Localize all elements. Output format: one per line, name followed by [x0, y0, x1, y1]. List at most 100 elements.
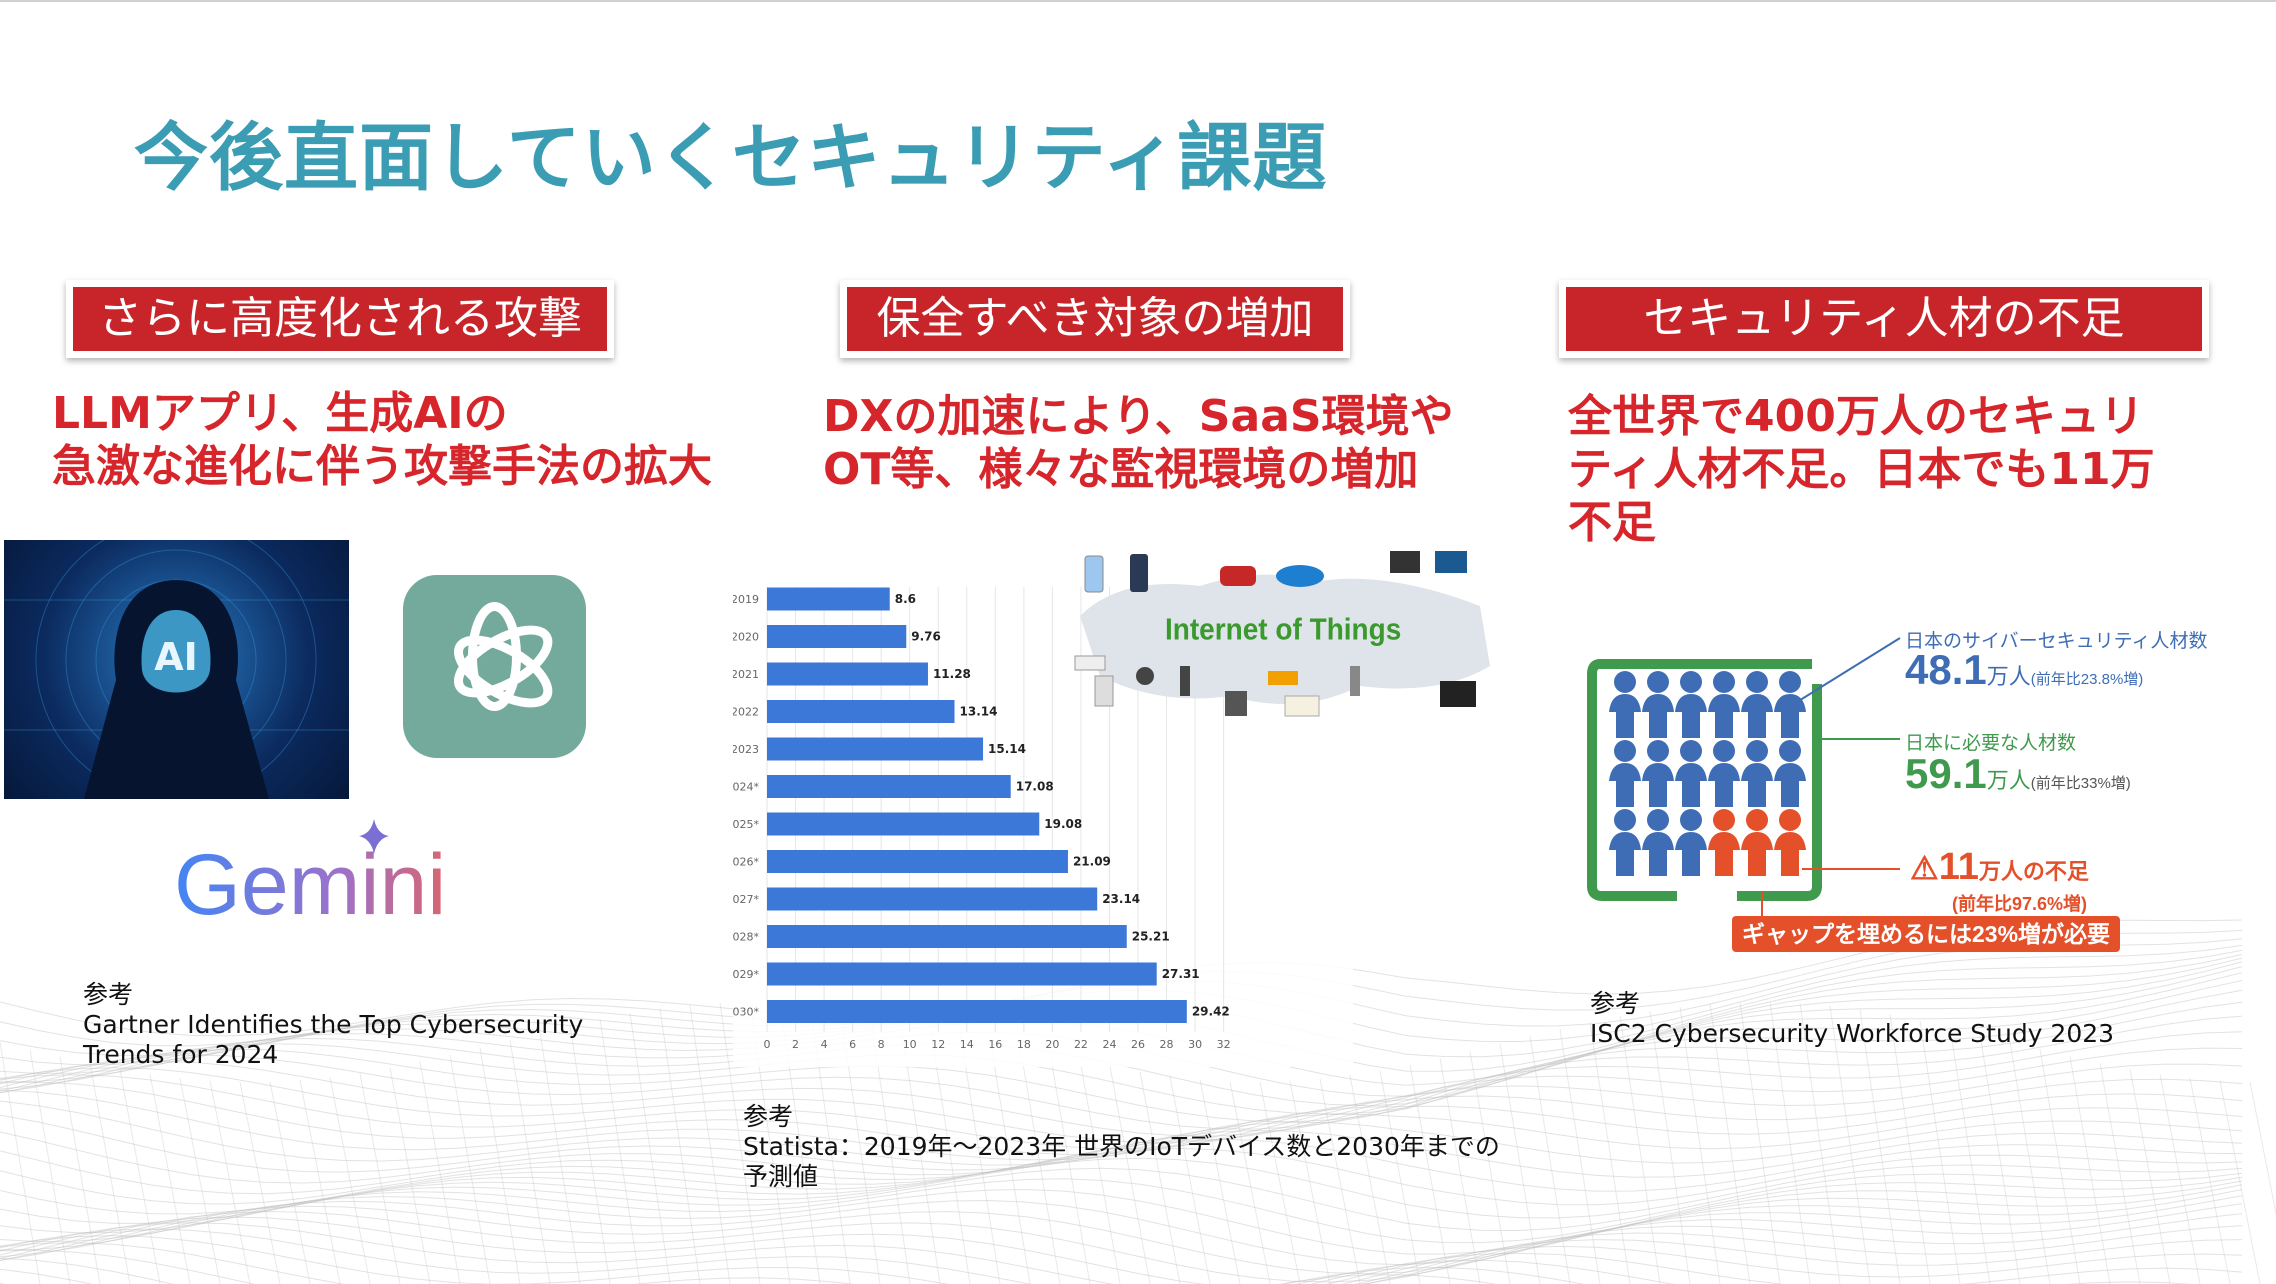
tag-label: 保全すべき対象の増加: [847, 287, 1343, 351]
x-tick-label: 26: [1131, 1038, 1145, 1051]
tag-label: セキュリティ人材の不足: [1566, 287, 2202, 351]
y-tick-label: 2026*: [733, 856, 759, 869]
person-icon: [1774, 671, 1806, 738]
y-tick-label: 2029*: [733, 968, 759, 981]
ai-hacker-image: AI: [4, 540, 349, 799]
ref-label: 参考: [83, 980, 134, 1009]
data-label: 17.08: [1016, 780, 1054, 794]
person-icon: [1675, 809, 1707, 876]
x-tick-label: 22: [1074, 1038, 1088, 1051]
x-tick-label: 4: [821, 1038, 828, 1051]
person-shortage-icon: [1708, 809, 1740, 876]
bar: [767, 625, 907, 648]
tag-protected-targets: 保全すべき対象の増加: [840, 280, 1350, 358]
x-tick-label: 10: [903, 1038, 917, 1051]
heading-line: DXの加速により、SaaS環境や: [823, 391, 1454, 442]
person-shortage-icon: [1741, 809, 1773, 876]
bar: [767, 737, 984, 761]
y-tick-label: 2024*: [733, 781, 759, 794]
heading-line: 急激な進化に伴う攻撃手法の拡大: [52, 441, 712, 492]
person-icon: [1642, 671, 1674, 738]
iot-illustration: Internet of Things: [1060, 546, 1495, 720]
sparkle-icon: [359, 819, 389, 854]
gap-banner: ギャップを埋めるには23%増が必要: [1732, 916, 2121, 952]
tag-label: さらに高度化される攻撃: [73, 287, 607, 351]
person-icon: [1741, 740, 1773, 807]
data-label: 29.42: [1192, 1005, 1230, 1019]
openai-logo: [403, 575, 586, 758]
data-label: 21.09: [1073, 855, 1111, 869]
person-shortage-icon: [1774, 809, 1806, 876]
x-tick-label: 24: [1102, 1038, 1116, 1051]
y-tick-label: 2030*: [733, 1006, 759, 1019]
bar: [767, 662, 928, 686]
data-label: 27.31: [1162, 967, 1200, 981]
heading-line: 不足: [1568, 497, 1656, 548]
data-label: 19.08: [1044, 817, 1082, 831]
heading-line: OT等、様々な監視環境の増加: [823, 444, 1419, 495]
reference-targets: 参考 Statista：2019年～2023年 世界のIoTデバイス数と2030…: [743, 1102, 1500, 1192]
needed-label: 日本に必要な人材数: [1905, 733, 2077, 754]
ref-label: 参考: [1590, 989, 1641, 1018]
x-tick-label: 8: [878, 1038, 885, 1051]
x-tick-label: 0: [764, 1038, 771, 1051]
current-figure: 48.1万人(前年比23.8%増): [1905, 646, 2144, 693]
reference-shortage: 参考 ISC2 Cybersecurity Workforce Study 20…: [1590, 989, 2114, 1049]
openai-knot-icon: [453, 602, 553, 711]
ref-line: 予測値: [743, 1162, 819, 1191]
y-tick-label: 2027*: [733, 893, 759, 906]
data-label: 11.28: [933, 667, 971, 681]
car-icon: [1276, 565, 1324, 587]
person-icon: [1609, 809, 1641, 876]
bar: [767, 962, 1157, 986]
shortage-note: (前年比97.6%増): [1952, 894, 2088, 914]
bar: [767, 887, 1098, 911]
ref-line: Gartner Identifies the Top Cybersecurity: [83, 1010, 584, 1039]
y-tick-label: 2021: [733, 668, 759, 681]
data-label: 13.14: [960, 705, 998, 719]
data-label: 25.21: [1132, 930, 1170, 944]
heading-line: 全世界で400万人のセキュリ: [1568, 391, 2144, 442]
person-icon: [1708, 740, 1740, 807]
needed-frame: [1587, 659, 1822, 901]
y-tick-label: 2025*: [733, 818, 759, 831]
person-icon: [1609, 740, 1641, 807]
ref-label: 参考: [743, 1102, 794, 1131]
warning-icon: ⚠: [1910, 850, 1939, 886]
person-icon: [1642, 740, 1674, 807]
ref-line: Statista：2019年～2023年 世界のIoTデバイス数と2030年まで…: [743, 1132, 1500, 1161]
data-label: 23.14: [1102, 892, 1140, 906]
person-icon: [1741, 671, 1773, 738]
x-tick-label: 12: [931, 1038, 945, 1051]
x-tick-label: 2: [792, 1038, 799, 1051]
y-tick-label: 2022: [733, 706, 759, 719]
heading-shortage: 全世界で400万人のセキュリ ティ人材不足。日本でも11万 不足: [1568, 390, 2155, 549]
page-title: 今後直面していくセキュリティ課題: [134, 115, 1328, 201]
x-tick-label: 16: [988, 1038, 1002, 1051]
y-tick-label: 2028*: [733, 931, 759, 944]
x-tick-label: 32: [1217, 1038, 1231, 1051]
y-tick-label: 2023: [733, 743, 759, 756]
heading-attacks: LLMアプリ、生成AIの 急激な進化に伴う攻撃手法の拡大: [52, 387, 712, 493]
x-tick-label: 6: [849, 1038, 856, 1051]
person-icon: [1675, 740, 1707, 807]
current-label: 日本のサイバーセキュリティ人材数: [1905, 631, 2208, 652]
bar: [767, 925, 1127, 948]
heading-line: LLMアプリ、生成AIの: [52, 388, 508, 439]
ai-text: AI: [154, 635, 198, 679]
talent-infographic: 日本のサイバーセキュリティ人材数 48.1万人(前年比23.8%増) 日本に必要…: [1582, 624, 2222, 964]
shortage-figure: ⚠11万人の不足: [1910, 846, 2089, 888]
data-label: 8.6: [895, 592, 916, 606]
heading-line: ティ人材不足。日本でも11万: [1568, 444, 2155, 495]
bar: [767, 587, 890, 611]
person-icon: [1774, 740, 1806, 807]
heading-targets: DXの加速により、SaaS環境や OT等、様々な監視環境の増加: [823, 390, 1454, 496]
x-tick-label: 28: [1160, 1038, 1174, 1051]
iot-label: Internet of Things: [1165, 612, 1401, 647]
needed-figure: 59.1万人(前年比33%増): [1905, 750, 2131, 797]
ref-line: ISC2 Cybersecurity Workforce Study 2023: [1590, 1019, 2115, 1048]
y-tick-label: 2019: [733, 593, 759, 606]
y-tick-label: 2020: [733, 631, 759, 644]
